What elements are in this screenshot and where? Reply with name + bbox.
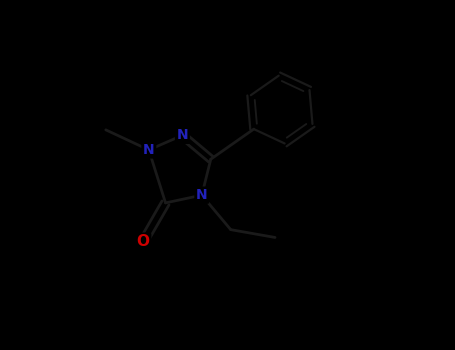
Text: N: N — [196, 188, 207, 202]
Text: O: O — [136, 234, 150, 249]
Text: N: N — [143, 143, 155, 157]
Text: N: N — [177, 128, 188, 142]
